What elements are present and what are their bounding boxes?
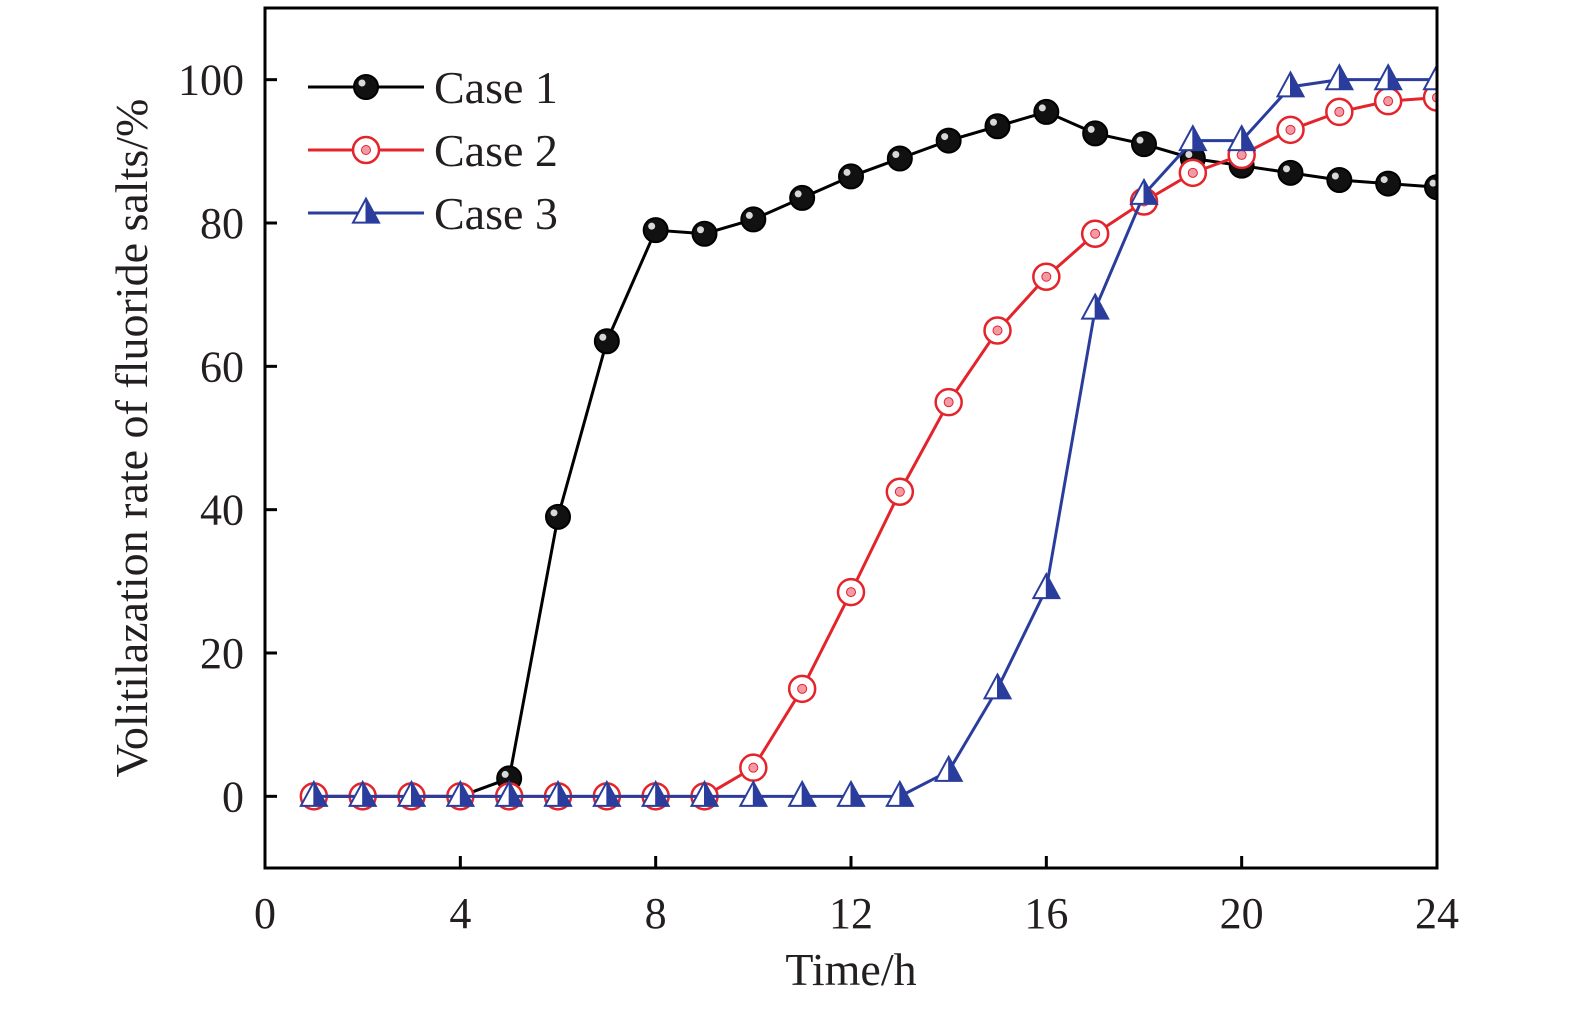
data-point: [592, 779, 622, 807]
data-point: [789, 184, 816, 211]
data-point: [934, 387, 963, 417]
data-point: [1033, 98, 1060, 125]
data-point: [1324, 63, 1355, 91]
data-point: [1373, 63, 1403, 91]
data-point: [1275, 70, 1306, 98]
data-point: [1326, 167, 1353, 193]
data-point: [347, 779, 378, 807]
data-point: [543, 779, 573, 807]
data-point: [1325, 97, 1354, 127]
legend: Case 1 Case 2 Case 3: [308, 62, 558, 239]
data-point: [396, 779, 427, 807]
x-axis-title: Time/h: [785, 944, 916, 995]
series-layer: [299, 63, 1437, 811]
data-point: [445, 779, 476, 807]
data-point: [982, 672, 1013, 700]
data-point: [1080, 219, 1110, 248]
data-point: [984, 113, 1011, 140]
data-point: [1082, 120, 1109, 147]
data-point: [1277, 159, 1304, 186]
x-tick-label: 16: [1024, 889, 1068, 938]
data-point: [886, 145, 913, 172]
x-tick-label: 8: [645, 889, 667, 938]
data-point: [640, 779, 671, 807]
data-point: [1276, 115, 1305, 145]
legend-marker: [353, 74, 379, 100]
legend-label: Case 2: [434, 125, 558, 176]
legend-label: Case 3: [434, 188, 558, 239]
legend-item: Case 1: [308, 62, 558, 113]
series-3: [299, 63, 1437, 807]
data-point: [1080, 292, 1110, 320]
data-point: [545, 503, 571, 530]
data-point: [787, 779, 817, 807]
data-point: [935, 127, 962, 154]
x-tick-label: 12: [829, 889, 873, 938]
y-tick-label: 100: [178, 56, 244, 105]
data-point: [1031, 572, 1062, 600]
data-point: [838, 163, 864, 190]
data-point: [787, 674, 817, 704]
data-point: [593, 328, 620, 355]
data-point: [1226, 124, 1257, 152]
data-point: [1129, 177, 1159, 205]
data-point: [836, 779, 866, 807]
axis-ticks: [263, 78, 1439, 868]
legend-item: Case 2: [308, 125, 558, 176]
data-point: [1422, 63, 1437, 91]
legend-marker: [351, 135, 381, 165]
y-tick-label: 60: [200, 342, 244, 391]
y-tick-label: 80: [200, 199, 244, 248]
data-point: [740, 206, 767, 233]
y-tick-label: 40: [200, 486, 244, 535]
data-point: [299, 779, 329, 807]
data-point: [1032, 262, 1061, 291]
data-point: [1178, 158, 1208, 188]
data-point: [1424, 174, 1437, 201]
x-tick-label: 20: [1220, 889, 1264, 938]
y-tick-label: 0: [222, 772, 244, 821]
data-point: [885, 779, 915, 807]
legend-label: Case 1: [434, 62, 558, 113]
y-axis-title: Volitilazation rate of fluoride salts/%: [106, 99, 157, 778]
data-point: [1131, 131, 1157, 158]
tick-labels: 0 4 8 12 16 20 24 0 20 40 60 80 100: [178, 56, 1459, 938]
legend-marker: [351, 196, 381, 224]
data-point: [1373, 86, 1403, 116]
data-point: [836, 577, 866, 607]
data-point: [739, 753, 768, 782]
legend-item: Case 3: [308, 188, 558, 239]
data-point: [983, 316, 1012, 345]
data-point: [1375, 170, 1402, 197]
data-point: [689, 779, 720, 807]
y-tick-label: 20: [200, 629, 244, 678]
data-point: [691, 220, 718, 247]
data-point: [642, 217, 669, 244]
data-point: [885, 477, 915, 506]
x-tick-label: 4: [449, 889, 471, 938]
data-point: [738, 779, 769, 807]
data-point: [1178, 124, 1208, 152]
x-tick-label: 0: [254, 889, 276, 938]
data-point: [933, 754, 964, 782]
data-point: [494, 779, 524, 807]
x-tick-label: 24: [1415, 889, 1459, 938]
